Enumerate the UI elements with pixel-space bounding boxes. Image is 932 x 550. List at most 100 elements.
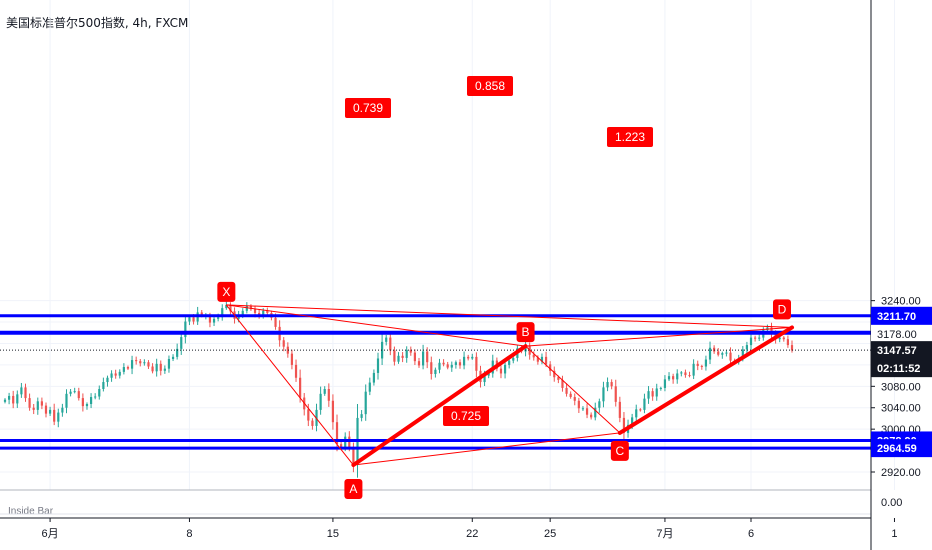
candle [782, 336, 785, 342]
candle [471, 353, 474, 360]
candle-body [61, 407, 64, 413]
candle-body [217, 317, 220, 319]
candle [81, 393, 84, 412]
x-tick-label: 25 [544, 528, 556, 540]
candle-body [667, 376, 671, 380]
leg-cd [617, 325, 794, 435]
ratio-box [443, 406, 489, 426]
candle-body [438, 362, 441, 370]
x-tick-label: 15 [327, 528, 339, 540]
ratio-line-ac [353, 432, 620, 466]
x-tick-label: 6月 [42, 528, 59, 540]
candle [475, 352, 478, 378]
candle [372, 369, 376, 386]
x-tick-label: 6 [748, 528, 754, 540]
candle-body [335, 422, 339, 445]
candle-body [635, 409, 638, 418]
candle [122, 363, 125, 375]
candle [581, 406, 585, 411]
candle [65, 389, 68, 414]
candle [561, 375, 564, 392]
ratio-label: 0.739 [345, 98, 391, 118]
candle-body [262, 310, 265, 316]
candle [684, 369, 687, 378]
x-tick-label: 22 [466, 528, 478, 540]
point-label-d: D [773, 299, 791, 320]
candle-body [499, 368, 503, 374]
candle-body [188, 317, 191, 322]
candle-body [151, 366, 154, 372]
candle-body [708, 347, 712, 360]
last-price-text: 3147.57 [877, 345, 917, 357]
level-tag-bg [871, 439, 932, 458]
candle [98, 385, 101, 400]
last-price-bg [871, 341, 932, 378]
candle-body [434, 369, 437, 375]
candle [89, 393, 93, 409]
candle [745, 341, 749, 354]
candle-body [192, 317, 195, 322]
candle [524, 341, 527, 357]
candle [635, 404, 638, 422]
candle [704, 355, 708, 371]
candle-body [389, 337, 392, 351]
point-label-a: A [344, 479, 363, 500]
x-tick-label: 8 [186, 528, 192, 540]
candle [454, 360, 457, 369]
candle [647, 386, 650, 404]
candle [381, 334, 384, 366]
candle-body [200, 312, 203, 316]
candle [499, 365, 503, 379]
candle [680, 371, 683, 377]
level-price-tag: 3211.70 [871, 306, 932, 325]
candle-body [643, 398, 646, 410]
candle-body [610, 382, 613, 387]
candle [24, 383, 27, 402]
candle-body [413, 352, 416, 362]
hidden-tag-bg [871, 324, 932, 343]
candle [364, 384, 367, 421]
candle-body [245, 305, 248, 311]
candle-body [102, 382, 105, 389]
candle [618, 396, 621, 423]
candle [438, 358, 441, 374]
candle-body [503, 364, 507, 374]
candle-body [94, 396, 97, 398]
candle-body [622, 417, 626, 433]
candle-body [405, 349, 408, 358]
candle [48, 406, 52, 416]
ratio-box [467, 76, 513, 96]
candle [184, 314, 187, 344]
candle [167, 355, 171, 373]
candle-body [631, 417, 634, 425]
candle [57, 408, 60, 428]
candle [290, 349, 294, 370]
candle-body [266, 310, 269, 313]
candle [553, 366, 556, 382]
point-box [773, 299, 791, 320]
candle [126, 365, 130, 371]
candle [663, 375, 667, 392]
candle [426, 347, 429, 369]
ratio-label: 1.223 [607, 127, 653, 147]
candle-body [458, 362, 462, 366]
candle-body [69, 391, 72, 394]
candle [385, 334, 388, 346]
candle [16, 390, 19, 408]
candle-body [446, 364, 449, 368]
candle-body [782, 337, 785, 340]
candle [590, 412, 593, 420]
candle [282, 337, 285, 352]
levels-layer [0, 314, 871, 450]
candle-body [684, 372, 687, 376]
candle [397, 352, 400, 364]
candle-body [672, 376, 675, 380]
candle [114, 369, 117, 379]
ratio-value: 0.739 [353, 101, 383, 115]
candle [717, 348, 720, 357]
candle [85, 402, 89, 410]
candle [77, 387, 80, 401]
candle [40, 397, 43, 410]
ratio-box [607, 127, 653, 147]
